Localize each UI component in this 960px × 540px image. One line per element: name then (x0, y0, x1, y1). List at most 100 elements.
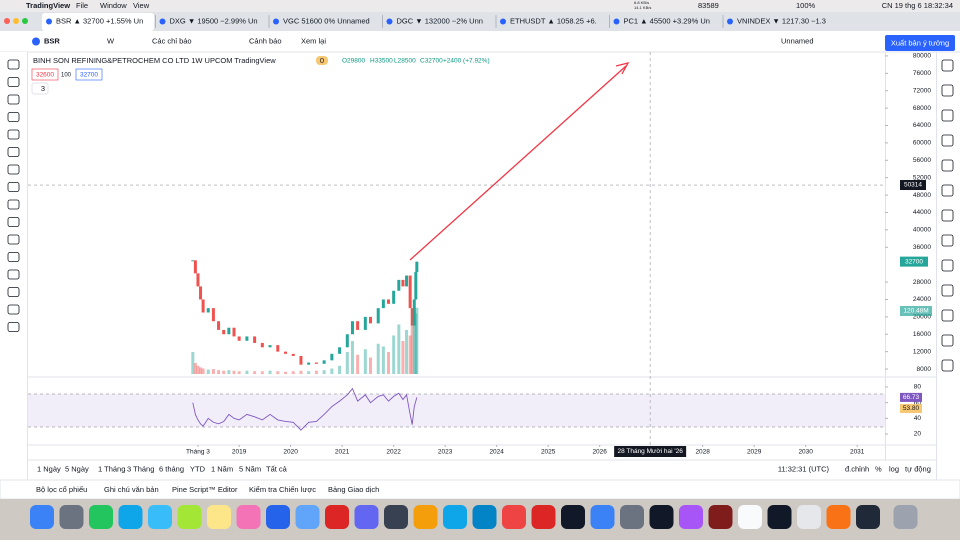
range-button[interactable]: 1 Tháng (98, 464, 125, 473)
range-button[interactable]: 3 Tháng (127, 464, 154, 473)
log-toggle[interactable]: log (889, 464, 899, 473)
dock-app[interactable] (472, 505, 497, 529)
drawing-tool[interactable] (7, 59, 20, 70)
dock-app[interactable] (89, 505, 113, 529)
sidebar-button[interactable] (941, 284, 954, 297)
drawing-tool[interactable] (7, 147, 20, 157)
dock-app[interactable] (797, 505, 821, 529)
menu-item[interactable]: File (76, 1, 88, 10)
dock-app[interactable] (502, 505, 526, 529)
sidebar-button[interactable] (941, 209, 954, 222)
sidebar-button[interactable] (941, 334, 954, 347)
interval[interactable]: W (107, 36, 115, 45)
range-button[interactable]: 1 Năm (211, 464, 233, 473)
drawing-tool[interactable] (7, 182, 20, 192)
menu-item[interactable]: View (133, 1, 150, 10)
tab-label[interactable]: DGC ▼ 132000 −2% Unn (397, 16, 483, 25)
drawing-tool[interactable] (7, 234, 20, 245)
collapse-box[interactable] (31, 82, 49, 95)
tab-label[interactable]: VGC 51600 0% Unnamed (283, 16, 370, 25)
sidebar-button[interactable] (941, 234, 954, 247)
dock-app[interactable] (207, 505, 231, 529)
sidebar-button[interactable] (941, 84, 954, 97)
close-button[interactable] (4, 18, 10, 24)
drawing-tool[interactable] (7, 164, 20, 175)
drawing-tool[interactable] (7, 269, 20, 280)
zoom-button[interactable] (22, 18, 28, 24)
trend-arrow[interactable] (409, 65, 627, 261)
drawing-tool[interactable] (7, 112, 20, 122)
dock-app[interactable] (354, 505, 379, 529)
sidebar-button[interactable] (941, 359, 954, 372)
panel-tab[interactable]: Pine Script™ Editor (172, 485, 238, 494)
tab-label[interactable]: PC1 ▲ 45500 +3.29% Un (624, 16, 710, 25)
adjust-toggle[interactable]: đ.chỉnh (845, 464, 869, 473)
panel-tab[interactable]: Kiểm tra Chiến lược (249, 485, 316, 494)
dock-app[interactable] (679, 505, 703, 529)
dock-app[interactable] (413, 505, 438, 529)
dock-app[interactable] (384, 505, 408, 529)
symbol-search[interactable]: BSR (44, 36, 60, 45)
dock-app[interactable] (325, 505, 349, 529)
publish-label[interactable]: Xuất bản ý tưởng (891, 38, 949, 47)
range-button[interactable]: 1 Ngày (37, 464, 61, 473)
dock-app[interactable] (148, 505, 172, 529)
publish-button[interactable] (885, 35, 955, 51)
tab-label[interactable]: BSR ▲ 32700 +1.55% Un (56, 16, 143, 25)
range-button[interactable]: 5 Ngày (65, 464, 89, 473)
percent-toggle[interactable]: % (875, 464, 882, 473)
auto-toggle[interactable]: tự động (905, 464, 931, 473)
drawing-tool[interactable] (7, 77, 20, 87)
dock-app[interactable] (738, 505, 762, 529)
dock-app[interactable] (30, 505, 54, 529)
dock-app[interactable] (236, 505, 261, 529)
dock-app[interactable] (118, 505, 143, 529)
dock-app[interactable] (266, 505, 290, 529)
dock-app[interactable] (177, 505, 202, 529)
menu-item[interactable]: Window (100, 1, 127, 10)
drawing-tool[interactable] (7, 94, 20, 105)
dock-app[interactable] (295, 505, 320, 529)
range-button[interactable]: 6 tháng (159, 464, 184, 473)
replay-button[interactable]: Xem lại (301, 36, 326, 45)
dock-app[interactable] (649, 505, 674, 529)
tab-label[interactable]: ETHUSDT ▲ 1058.25 +6. (510, 16, 597, 25)
dock-app[interactable] (708, 505, 733, 529)
dock-app[interactable] (590, 505, 615, 529)
sidebar-button[interactable] (941, 159, 954, 172)
sidebar-button[interactable] (941, 134, 954, 147)
dock-app[interactable] (620, 505, 644, 529)
range-button[interactable]: YTD (190, 464, 206, 473)
range-button[interactable]: 5 Năm (239, 464, 261, 473)
drawing-tool[interactable] (7, 304, 20, 315)
dock-app[interactable] (893, 505, 918, 529)
sidebar-button[interactable] (941, 109, 954, 122)
panel-tab[interactable]: Ghi chú văn bản (104, 485, 159, 494)
sidebar-button[interactable] (941, 184, 954, 197)
dock-app[interactable] (767, 505, 792, 529)
tab-label[interactable]: VNINDEX ▼ 1217.30 −1.3 (737, 16, 826, 25)
drawing-tool[interactable] (7, 252, 20, 262)
range-button[interactable]: Tất cả (266, 464, 288, 473)
minimize-button[interactable] (13, 18, 19, 24)
drawing-tool[interactable] (7, 199, 20, 210)
dock-app[interactable] (856, 505, 880, 529)
panel-tab[interactable]: Bộ lọc cổ phiếu (36, 485, 87, 494)
tab-label[interactable]: DXG ▼ 19500 −2.99% Un (170, 16, 258, 25)
dock-app[interactable] (826, 505, 851, 529)
dock-app[interactable] (59, 505, 84, 529)
drawing-tool[interactable] (7, 129, 20, 140)
layout-name[interactable]: Unnamed (781, 36, 814, 45)
indicators-button[interactable]: Các chỉ báo (152, 36, 192, 45)
panel-tab[interactable]: Bảng Giao dịch (328, 485, 379, 494)
drawing-tool[interactable] (7, 322, 20, 332)
alert-button[interactable]: Cảnh báo (249, 36, 282, 45)
dock-app[interactable] (561, 505, 585, 529)
sidebar-button[interactable] (941, 309, 954, 322)
sidebar-button[interactable] (941, 259, 954, 272)
sidebar-button[interactable] (941, 59, 954, 72)
drawing-tool[interactable] (7, 287, 20, 297)
dock-app[interactable] (531, 505, 556, 529)
drawing-tool[interactable] (7, 217, 20, 227)
dock-app[interactable] (443, 505, 467, 529)
